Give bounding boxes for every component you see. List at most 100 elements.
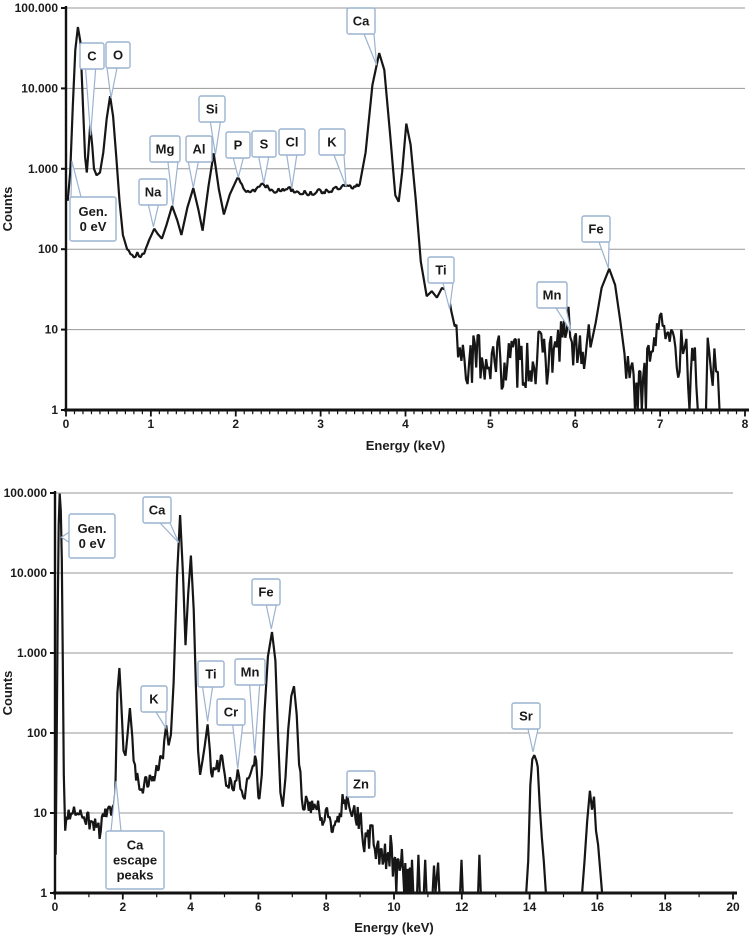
callout-si: Si [198,95,226,155]
callout-zn: Zn [346,770,376,798]
callout-cr: Cr [216,698,246,769]
x-tick-label: 6 [255,900,262,914]
x-tick-label: 10 [387,900,401,914]
callout-label: P [234,138,243,153]
callout-al: Al [185,135,213,188]
callout-label: Ti [435,263,446,278]
y-tick-label: 10 [34,806,48,820]
callout-fe: Fe [581,215,611,269]
callout-k: K [140,685,168,731]
callout-o: O [105,41,131,99]
callout-label: Na [145,185,162,200]
x-tick-label: 2 [119,900,126,914]
callout-label: S [260,137,269,152]
callout-gen-0-ev: Gen.0 eV [60,513,116,559]
callout-label: Sr [519,709,533,724]
x-tick-label: 2 [232,417,239,431]
callout-label: escape [113,853,157,868]
x-tick-label: 8 [323,900,330,914]
callout-box [581,215,611,243]
x-tick-label: 4 [187,900,194,914]
callout-ca: Ca [346,7,378,66]
callout-label: 0 eV [80,219,107,234]
x-tick-label: 0 [63,417,70,431]
y-tick-label: 1.000 [28,162,58,176]
callout-c: C [79,42,105,136]
x-tick-label: 7 [657,417,664,431]
callout-label: O [113,48,123,63]
callout-box [68,513,116,559]
callout-box [142,496,172,524]
callout-box [225,131,251,159]
callout-ca: Ca [142,496,180,544]
callout-fe: Fe [251,578,281,630]
y-tick-label: 10 [45,323,59,337]
callout-box [427,256,455,284]
y-tick-label: 100 [38,242,58,256]
callout-label: Ti [205,667,216,682]
callout-box [318,128,346,156]
x-tick-label: 5 [487,417,494,431]
callout-box [346,770,376,798]
callout-mn: Mn [234,658,266,754]
y-tick-label: 100.000 [4,486,48,500]
callout-label: Mn [241,665,260,680]
y-tick-label: 100 [27,726,47,740]
y-tick-label: 1 [51,403,58,417]
callout-label: Si [206,102,218,117]
x-tick-label: 20 [726,900,740,914]
callout-ti: Ti [197,660,225,722]
x-tick-label: 4 [402,417,409,431]
callout-box [234,658,266,686]
callout-box [185,135,213,163]
callout-box [251,130,277,158]
eds-spectrum-chart-bottom: 1 10 100 1.000 10.000 100.000 0 2 4 6 8 10 12 14 16 18 2… [0,471,750,942]
callout-box [536,281,568,309]
y-tick-label: 10.000 [21,81,58,95]
y-axis-title: Counts [0,187,15,232]
spectrum-trace [66,26,721,412]
callout-label: Mg [156,142,175,157]
callout-sr: Sr [511,702,541,753]
callout-label: Ca [353,14,370,29]
callout-label: 0 eV [79,536,106,551]
callout-label: Al [193,142,206,157]
callout-box [140,685,168,713]
callout-p: P [225,131,251,178]
callout-label: Ca [127,838,144,853]
callout-box [105,41,131,69]
x-tick-label: 14 [523,900,537,914]
x-tick-label: 8 [742,417,749,431]
callout-label: peaks [117,868,154,883]
callout-label: C [87,49,97,64]
callout-label: Fe [258,585,273,600]
spectrum-plot: 1 10 100 1.000 10.000 100.000 0 2 4 6 8 10 12 14 16 18 2… [0,471,750,942]
callout-label: Gen. [79,204,108,219]
callout-box [79,42,105,70]
callout-ti: Ti [427,256,455,310]
x-tick-label: 6 [572,417,579,431]
x-axis-title: Energy (keV) [366,438,445,453]
callout-cl: Cl [278,128,306,189]
callout-label: Ca [149,503,166,518]
callout-label: Mn [543,288,562,303]
callout-label: K [327,135,337,150]
callout-mg: Mg [149,135,181,206]
callout-box [216,698,246,726]
callout-box [69,196,117,242]
callout-label: Cr [224,705,238,720]
callout-s: S [251,130,277,184]
callout-box [278,128,306,156]
callout-na: Na [138,178,168,227]
y-tick-label: 1.000 [17,646,47,660]
callout-box [251,578,281,606]
x-tick-label: 12 [455,900,469,914]
x-tick-label: 1 [148,417,155,431]
y-tick-label: 100.000 [15,1,59,15]
callout-box [138,178,168,206]
callout-box [511,702,541,730]
callout-label: Gen. [78,521,107,536]
